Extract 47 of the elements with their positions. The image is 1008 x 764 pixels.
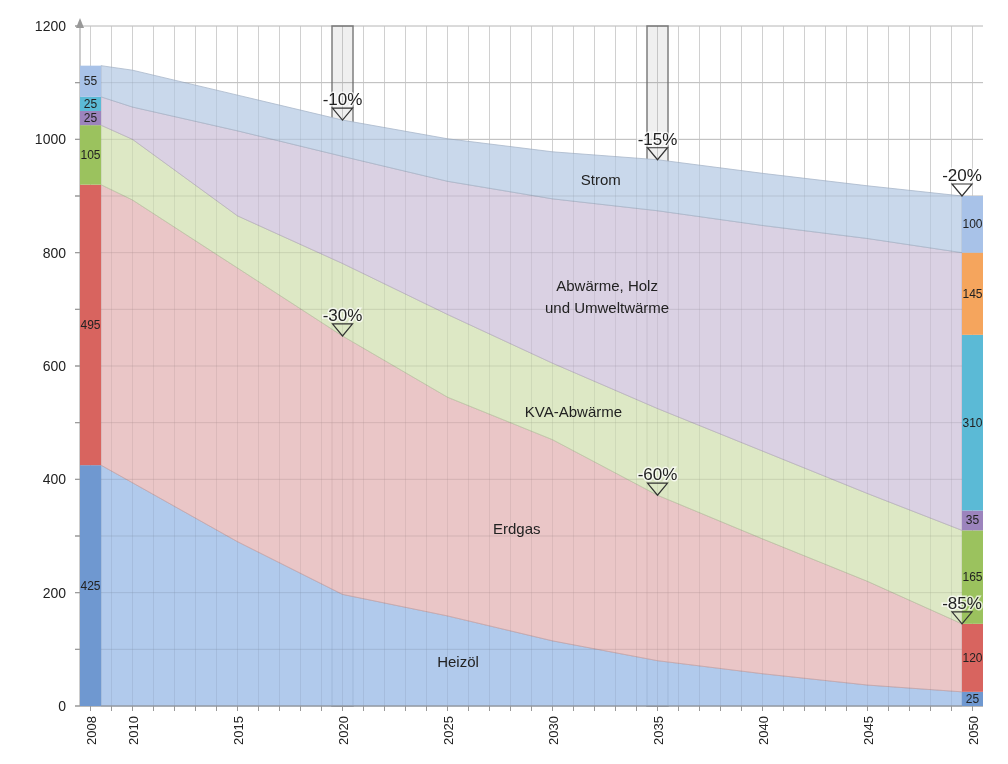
y-tick-label: 1000	[34, 131, 67, 148]
series-label: Strom	[580, 170, 621, 188]
x-tick-label: 2020	[335, 716, 351, 745]
bar	[962, 252, 983, 335]
x-tick-label: 2045	[860, 716, 876, 745]
data-label: 165	[962, 570, 983, 585]
x-tick-label: 2030	[545, 716, 561, 745]
x-tick-label: 2010	[125, 716, 141, 745]
data-label: 310	[962, 415, 983, 430]
y-tick-label: 1200	[34, 18, 67, 34]
x-tick-label: 2040	[755, 716, 771, 745]
bar	[80, 184, 101, 466]
annotation: -20%	[942, 166, 982, 185]
y-tick-label: 600	[42, 358, 67, 374]
y-tick-label: 800	[42, 244, 67, 261]
y-tick-label: 400	[42, 471, 67, 488]
data-label: 425	[80, 578, 101, 593]
data-label: 35	[965, 513, 980, 528]
bar	[962, 334, 983, 511]
data-label: 120	[962, 650, 983, 665]
series-label: Abwärme, Holz und Umweltwärme	[544, 276, 670, 316]
annotation: -60%	[637, 465, 678, 485]
data-label: 495	[80, 317, 101, 332]
x-tick-label: 2035	[650, 716, 666, 745]
annotation: -15%	[637, 129, 678, 149]
annotation: -10%	[322, 90, 363, 110]
series-label: Heizöl	[437, 653, 479, 671]
data-label: 25	[83, 111, 98, 126]
data-label: 25	[83, 96, 98, 111]
data-label: 55	[83, 74, 98, 89]
x-tick-label: 2050	[965, 716, 981, 745]
annotation: -30%	[322, 305, 363, 325]
data-label: 100	[962, 217, 983, 232]
x-tick-label: 2015	[230, 716, 246, 745]
x-tick-label: 2025	[440, 716, 456, 745]
data-label: 145	[962, 286, 983, 301]
bar	[80, 465, 101, 706]
bar	[80, 125, 101, 185]
bar	[962, 196, 983, 253]
bar	[962, 623, 983, 692]
y-tick-label: 0	[58, 698, 67, 714]
series-label: Erdgas	[493, 519, 541, 537]
data-label: 25	[965, 691, 980, 706]
series-label: KVA-Abwärme	[524, 402, 623, 420]
data-label: 105	[80, 147, 101, 162]
x-tick-label: 2008	[83, 716, 99, 745]
y-tick-label: 200	[42, 584, 67, 601]
